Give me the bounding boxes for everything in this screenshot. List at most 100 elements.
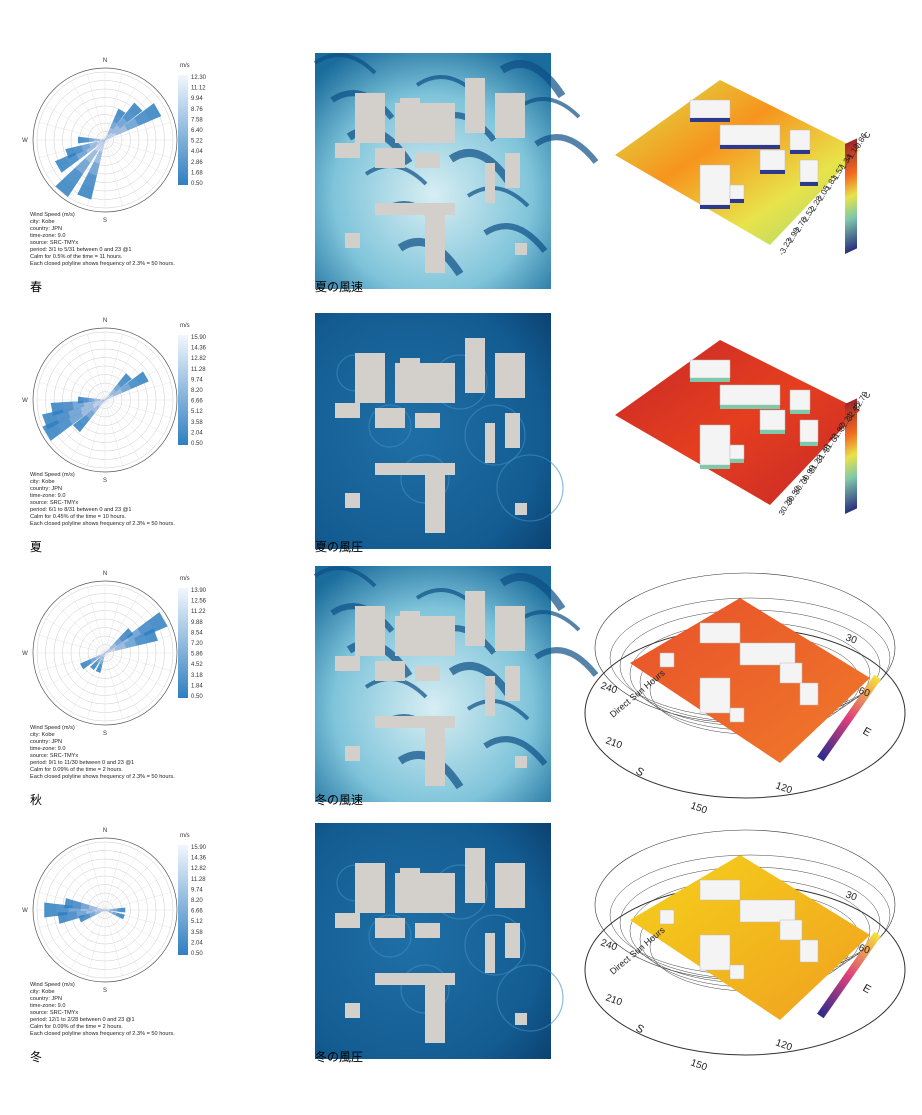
building xyxy=(425,473,445,533)
rose-spoke xyxy=(87,334,106,401)
building xyxy=(375,918,405,938)
compass-label: N xyxy=(103,571,107,577)
rose-info: country: JPN xyxy=(30,996,62,1002)
rose-spoke xyxy=(70,909,106,969)
building xyxy=(515,503,527,515)
rose-petal xyxy=(105,648,116,653)
building xyxy=(345,746,360,761)
field-caption: 冬の風速 xyxy=(315,792,363,807)
legend-value: 2.04 xyxy=(191,430,203,436)
rose-spoke xyxy=(104,652,140,712)
building-3d xyxy=(729,707,745,723)
rose-spoke xyxy=(104,399,164,435)
building-3d xyxy=(779,662,803,684)
building xyxy=(505,666,520,701)
flow-streak xyxy=(483,223,548,253)
rose-petal xyxy=(102,653,105,657)
rose-petal xyxy=(92,400,105,406)
angle-label: 240 xyxy=(599,680,619,696)
rose-spoke xyxy=(46,618,106,654)
rose-petal xyxy=(105,132,117,140)
legend-value: 7.58 xyxy=(191,117,203,123)
building xyxy=(505,413,520,448)
building xyxy=(355,93,385,143)
flow-streak xyxy=(534,647,599,677)
legend-value: 11.28 xyxy=(191,877,206,883)
floor-map xyxy=(615,80,860,245)
cfd-field xyxy=(315,313,564,549)
rose-spoke xyxy=(104,892,171,911)
legend-value: 12.82 xyxy=(191,866,207,872)
building-shadow xyxy=(720,145,780,149)
building-3d xyxy=(739,642,796,666)
building-shadow xyxy=(730,199,744,203)
legend-value: 2.04 xyxy=(191,940,203,946)
legend-bar xyxy=(845,138,857,254)
legend-value: 0.50 xyxy=(191,951,203,957)
legend-value: 14.36 xyxy=(191,346,207,352)
rose-spoke xyxy=(104,139,164,175)
rose-info: Calm for 0.09% of the time = 2 hours. xyxy=(30,767,123,773)
rose-info: Calm for 0.5% of the time = 11 hours. xyxy=(30,254,123,260)
angle-label: 210 xyxy=(604,735,624,751)
pressure-contour xyxy=(368,404,412,448)
rose-info: city: Kobe xyxy=(30,219,55,225)
rose-spoke xyxy=(56,604,106,654)
angle-label: 150 xyxy=(689,800,709,816)
legend-value: 13.90 xyxy=(191,588,207,594)
rose-spoke xyxy=(87,399,106,466)
building xyxy=(355,606,385,656)
rose-info: Calm for 0.09% of the time = 2 hours. xyxy=(30,1024,123,1030)
building xyxy=(355,863,385,913)
legend-bar xyxy=(178,75,188,185)
legend-value: 8.20 xyxy=(191,898,203,904)
pressure-contour xyxy=(464,404,526,466)
rose-info: source: SRC-TMYx xyxy=(30,240,78,246)
rose-spoke xyxy=(87,909,106,976)
floor-map xyxy=(615,340,860,505)
rose-spoke xyxy=(104,844,123,911)
legend-value: 3.18 xyxy=(191,673,203,679)
wind-rose xyxy=(32,67,178,213)
legend-value: 9.88 xyxy=(191,620,203,626)
rose-info: country: JPN xyxy=(30,739,62,745)
flow-streak xyxy=(466,186,530,208)
axis-label: Direct Sun Hours xyxy=(608,925,667,977)
rose-spoke xyxy=(104,399,140,459)
legend-value: 14.36 xyxy=(191,856,207,862)
direction-label: E xyxy=(861,982,873,996)
rose-spoke xyxy=(87,844,106,911)
result-3d: C32.7032.4532.2131.9731.7231.4831.2330.9… xyxy=(615,340,873,517)
rose-petal xyxy=(105,394,114,400)
compass-label: S xyxy=(103,731,107,737)
building xyxy=(495,353,525,398)
pressure-contour xyxy=(464,914,526,976)
rose-info: source: SRC-TMYx xyxy=(30,753,78,759)
rose-spoke xyxy=(70,139,106,199)
rose-info: city: Kobe xyxy=(30,479,55,485)
legend-value: 11.22 xyxy=(191,609,206,615)
legend-unit: C xyxy=(862,130,873,140)
building xyxy=(395,616,455,656)
legend-value: 9.74 xyxy=(191,887,203,893)
rose-info: Calm for 0.45% of the time = 10 hours. xyxy=(30,514,126,520)
rose-spoke xyxy=(39,652,106,671)
building xyxy=(415,413,440,428)
rose-petal xyxy=(94,140,105,147)
angle-label: 60 xyxy=(857,942,872,956)
rose-info: Each closed polyline shows frequency of … xyxy=(30,774,175,780)
compass-label: W xyxy=(22,398,28,404)
building xyxy=(395,103,455,143)
building-3d xyxy=(789,129,811,151)
compass-label: S xyxy=(103,218,107,224)
flow-streak xyxy=(466,699,530,721)
rose-petal xyxy=(105,132,113,140)
rose-info: period: 12/1 to 2/28 between 0 and 23 @1 xyxy=(30,1017,135,1023)
rose-info: time-zone: 9.0 xyxy=(30,233,65,239)
flow-streak xyxy=(534,134,599,164)
building xyxy=(505,923,520,958)
building-shadow xyxy=(700,205,730,209)
compass-label: W xyxy=(22,908,28,914)
building-shadow xyxy=(790,410,810,414)
